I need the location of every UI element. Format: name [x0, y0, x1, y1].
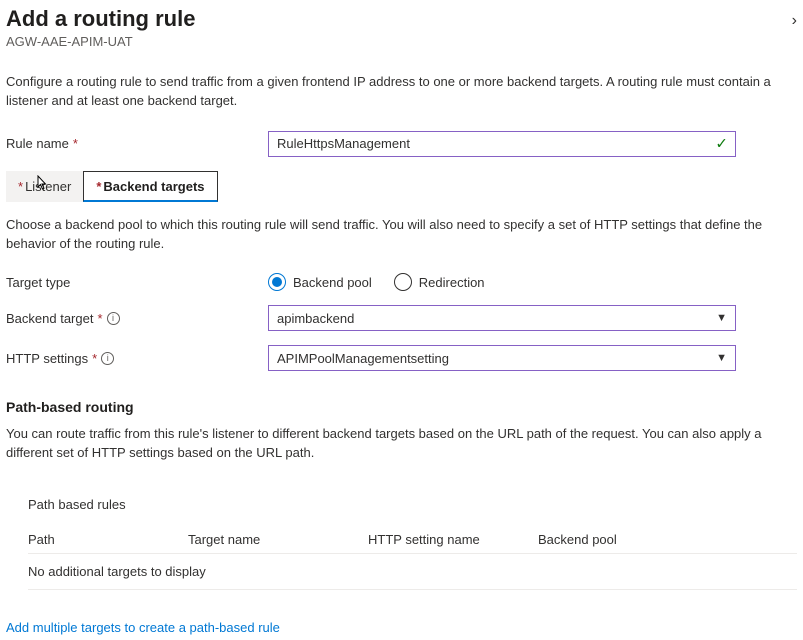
- intro-text: Configure a routing rule to send traffic…: [6, 73, 797, 111]
- required-asterisk: *: [18, 179, 23, 194]
- http-settings-label: HTTP settings* i: [6, 351, 268, 366]
- path-rules-empty: No additional targets to display: [28, 554, 797, 590]
- validation-check-icon: ✓: [715, 136, 728, 151]
- rule-name-input[interactable]: [268, 131, 736, 157]
- tab-backend-targets[interactable]: * Backend targets: [83, 171, 217, 202]
- page-title: Add a routing rule: [6, 6, 797, 32]
- backend-target-select[interactable]: apimbackend ▼: [268, 305, 736, 331]
- required-asterisk: *: [92, 351, 97, 366]
- chevron-down-icon: ▼: [716, 312, 727, 324]
- add-path-targets-link[interactable]: Add multiple targets to create a path-ba…: [6, 620, 797, 635]
- path-routing-heading: Path-based routing: [6, 399, 797, 415]
- info-icon[interactable]: i: [101, 352, 114, 365]
- tab-listener[interactable]: * Listener: [6, 171, 83, 202]
- required-asterisk: *: [96, 179, 101, 194]
- required-asterisk: *: [97, 311, 102, 326]
- path-routing-desc: You can route traffic from this rule's l…: [6, 425, 797, 463]
- required-asterisk: *: [73, 136, 78, 151]
- radio-backend-pool[interactable]: Backend pool: [268, 273, 372, 291]
- col-target-name: Target name: [188, 532, 368, 547]
- radio-redirection[interactable]: Redirection: [394, 273, 485, 291]
- http-settings-select[interactable]: APIMPoolManagementsetting ▼: [268, 345, 736, 371]
- radio-icon: [394, 273, 412, 291]
- chevron-down-icon: ▼: [716, 352, 727, 364]
- col-backend-pool: Backend pool: [538, 532, 678, 547]
- rule-name-label: Rule name*: [6, 136, 268, 151]
- expand-chevron-icon[interactable]: ›: [792, 12, 797, 30]
- backend-target-label: Backend target* i: [6, 311, 268, 326]
- page-subtitle: AGW-AAE-APIM-UAT: [6, 34, 797, 49]
- backend-description: Choose a backend pool to which this rout…: [6, 216, 797, 254]
- rule-tabs: * Listener * Backend targets: [6, 171, 797, 202]
- col-path: Path: [28, 532, 188, 547]
- target-type-label: Target type: [6, 275, 268, 290]
- col-http-setting: HTTP setting name: [368, 532, 538, 547]
- info-icon[interactable]: i: [107, 312, 120, 325]
- path-rules-header: Path Target name HTTP setting name Backe…: [28, 526, 797, 554]
- path-rules-title: Path based rules: [28, 497, 797, 512]
- radio-icon: [268, 273, 286, 291]
